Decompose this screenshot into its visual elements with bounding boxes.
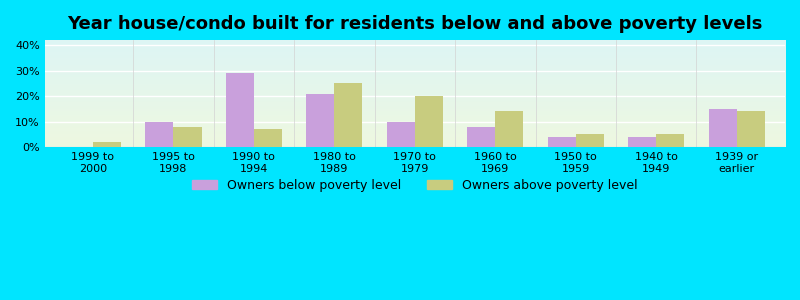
Bar bbox=[495, 112, 523, 147]
Bar bbox=[386, 122, 415, 147]
Bar bbox=[467, 127, 495, 147]
Bar bbox=[547, 137, 576, 147]
Title: Year house/condo built for residents below and above poverty levels: Year house/condo built for residents bel… bbox=[67, 15, 762, 33]
Bar bbox=[415, 96, 443, 147]
Bar bbox=[334, 83, 362, 147]
Bar bbox=[656, 134, 685, 147]
Bar bbox=[628, 137, 656, 147]
Bar bbox=[709, 109, 737, 147]
Bar bbox=[737, 112, 765, 147]
Bar bbox=[174, 127, 202, 147]
Bar bbox=[306, 94, 334, 147]
Bar bbox=[576, 134, 604, 147]
Bar bbox=[146, 122, 174, 147]
Legend: Owners below poverty level, Owners above poverty level: Owners below poverty level, Owners above… bbox=[187, 173, 642, 196]
Bar bbox=[93, 142, 121, 147]
Bar bbox=[226, 73, 254, 147]
Bar bbox=[254, 129, 282, 147]
